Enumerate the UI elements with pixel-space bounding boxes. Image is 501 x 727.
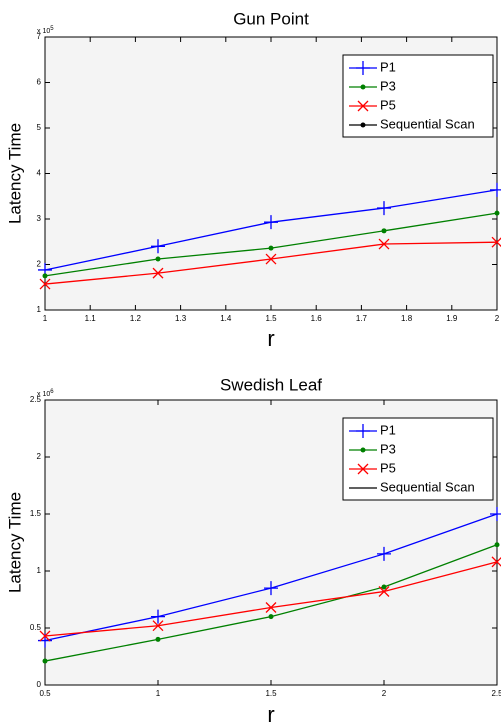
marker (494, 210, 500, 216)
marker (42, 658, 48, 664)
marker (377, 546, 391, 561)
x-tick-label: 0.5 (39, 689, 51, 698)
legend-label: P1 (380, 422, 396, 437)
marker (378, 586, 390, 597)
y-multiplier: x 105 (37, 26, 54, 35)
x-tick-label: 2 (495, 314, 500, 323)
x-tick-label: 1 (43, 314, 48, 323)
x-tick-label: 1.9 (446, 314, 458, 323)
x-tick-label: 1.3 (175, 314, 187, 323)
x-tick-label: 1.7 (356, 314, 368, 323)
y-tick-label: 3 (37, 214, 42, 223)
marker (490, 182, 501, 197)
chart-title: Gun Point (233, 9, 309, 28)
legend-label: P3 (380, 78, 396, 93)
marker (491, 236, 501, 248)
marker (491, 556, 501, 568)
marker (360, 122, 366, 128)
marker (42, 273, 48, 279)
x-tick-label: 1.5 (265, 689, 277, 698)
x-tick-label: 1.8 (401, 314, 413, 323)
legend-box (342, 417, 494, 501)
y-tick-label: 2 (37, 260, 42, 269)
marker (268, 245, 274, 251)
y-tick-label: 0.5 (30, 623, 42, 632)
marker (360, 447, 366, 453)
marker (360, 84, 366, 90)
x-tick-label: 1.2 (130, 314, 142, 323)
x-tick-label: 1 (156, 689, 161, 698)
marker (152, 620, 164, 632)
x-axis-label: r (267, 702, 274, 727)
legend-label: P5 (380, 460, 396, 475)
x-axis-label: r (267, 326, 274, 351)
marker (357, 100, 369, 112)
marker (378, 238, 390, 250)
marker (490, 507, 501, 521)
y-tick-label: 2.5 (30, 395, 42, 404)
marker (265, 253, 277, 265)
chart-title: Swedish Leaf (220, 375, 322, 394)
marker (381, 228, 387, 234)
marker (264, 581, 278, 596)
marker (39, 278, 51, 290)
multiplier-exponent: 6 (50, 389, 54, 395)
marker (381, 584, 387, 590)
y-tick-label: 0 (37, 680, 42, 689)
marker (377, 201, 391, 216)
marker (151, 609, 165, 624)
marker (155, 256, 161, 262)
marker (151, 239, 165, 254)
y-multiplier: x 106 (37, 389, 54, 398)
marker (152, 267, 164, 279)
multiplier-base: x 10 (37, 28, 50, 35)
y-tick-label: 4 (37, 169, 42, 178)
x-tick-label: 2 (382, 689, 387, 698)
marker (356, 424, 370, 438)
x-tick-label: 1.5 (265, 314, 277, 323)
x-tick-label: 2.5 (491, 689, 501, 698)
marker (265, 602, 277, 613)
x-tick-label: 1.4 (220, 314, 232, 323)
y-axis-label: Latency Time (5, 123, 24, 224)
legend-label: Sequential Scan (380, 479, 475, 494)
legend-box (342, 54, 494, 138)
y-tick-label: 2 (37, 452, 42, 461)
x-tick-label: 1.6 (311, 314, 323, 323)
marker (356, 61, 370, 75)
y-tick-label: 1 (37, 566, 42, 575)
y-tick-label: 7 (37, 32, 42, 41)
y-axis-label: Latency Time (5, 492, 24, 593)
x-tick-label: 1.1 (85, 314, 97, 323)
y-tick-label: 6 (37, 78, 42, 87)
multiplier-base: x 10 (37, 391, 50, 398)
marker (155, 636, 161, 642)
y-tick-label: 1 (37, 305, 42, 314)
legend-label: P5 (380, 97, 396, 112)
legend-label: P3 (380, 441, 396, 456)
marker (357, 463, 369, 475)
legend-label: Sequential Scan (380, 116, 475, 131)
marker (39, 630, 51, 642)
y-tick-label: 1.5 (30, 509, 42, 518)
legend-label: P1 (380, 59, 396, 74)
multiplier-exponent: 5 (50, 26, 54, 32)
marker (268, 614, 274, 620)
y-tick-label: 5 (37, 123, 42, 132)
marker (494, 542, 500, 548)
marker (264, 215, 278, 230)
